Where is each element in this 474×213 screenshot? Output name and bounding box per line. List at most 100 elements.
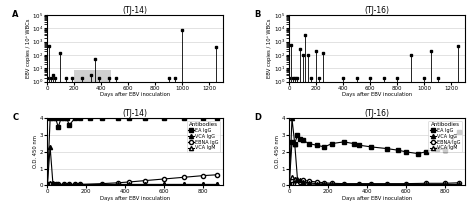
VCA IgG: [356, 183, 362, 186]
Bar: [74, 71, 111, 82]
VCA IgG: [142, 183, 147, 186]
VCA IgM: [66, 183, 72, 186]
VCA IgM: [53, 183, 58, 186]
VCA IgG: [214, 183, 219, 186]
VCA IgG: [66, 183, 72, 186]
VCA IgG: [321, 183, 327, 185]
EBNA IgG: [368, 182, 374, 185]
EBNA IgG: [66, 183, 72, 186]
EBNA IgG: [142, 179, 147, 182]
Line: EA IgG: EA IgG: [46, 116, 219, 187]
VCA IgM: [442, 183, 448, 186]
EBNA IgG: [72, 183, 78, 186]
VCA IgM: [77, 183, 83, 186]
VCA IgM: [72, 183, 78, 186]
VCA IgM: [329, 183, 335, 186]
VCA IgG: [292, 142, 298, 145]
VCA IgG: [61, 183, 67, 186]
Text: A: A: [12, 10, 19, 19]
EA IgG: [297, 137, 303, 140]
VCA IgM: [99, 183, 105, 186]
VCA IgG: [368, 183, 374, 186]
EBNA IgG: [115, 181, 120, 184]
EBNA IgG: [77, 183, 83, 186]
VCA IgG: [286, 183, 292, 186]
EA IgG: [292, 142, 298, 145]
EA IgG: [295, 134, 301, 137]
VCA IgG: [300, 181, 306, 183]
EA IgG: [351, 142, 356, 145]
VCA IgM: [356, 183, 362, 186]
VCA IgM: [341, 183, 346, 186]
Title: (TJ-14): (TJ-14): [123, 109, 147, 118]
X-axis label: Days after EBV inoculation: Days after EBV inoculation: [342, 196, 412, 201]
EA IgG: [201, 117, 206, 120]
X-axis label: Days after EBV inoculation: Days after EBV inoculation: [100, 92, 170, 97]
Line: EBNA IgG: EBNA IgG: [46, 173, 219, 187]
VCA IgG: [72, 183, 78, 186]
VCA IgM: [50, 183, 56, 185]
EBNA IgG: [306, 180, 311, 182]
EBNA IgG: [286, 183, 292, 186]
EA IgG: [115, 117, 120, 120]
Title: (TJ-16): (TJ-16): [365, 109, 389, 118]
EBNA IgG: [55, 183, 61, 186]
EBNA IgG: [403, 182, 409, 185]
Y-axis label: O.D. 450 nm: O.D. 450 nm: [33, 135, 38, 168]
VCA IgM: [297, 182, 303, 185]
VCA IgG: [442, 183, 448, 186]
EBNA IgG: [295, 182, 301, 185]
EBNA IgG: [456, 181, 462, 184]
VCA IgG: [115, 183, 120, 186]
VCA IgM: [181, 183, 187, 186]
EA IgG: [286, 183, 292, 186]
EA IgG: [368, 146, 374, 148]
Line: EA IgG: EA IgG: [287, 130, 461, 187]
VCA IgM: [368, 183, 374, 186]
EA IgG: [55, 125, 61, 128]
EA IgG: [72, 117, 78, 120]
VCA IgG: [161, 183, 167, 186]
EA IgG: [50, 117, 56, 120]
EBNA IgG: [314, 181, 319, 183]
EBNA IgG: [127, 181, 132, 183]
VCA IgG: [306, 181, 311, 184]
VCA IgG: [403, 183, 409, 186]
EBNA IgG: [423, 182, 428, 185]
EA IgG: [58, 117, 64, 120]
VCA IgG: [201, 183, 206, 186]
VCA IgG: [53, 183, 58, 185]
EA IgG: [403, 151, 409, 153]
EBNA IgG: [341, 182, 346, 185]
Line: VCA IgG: VCA IgG: [287, 116, 461, 187]
VCA IgG: [423, 183, 428, 186]
VCA IgG: [295, 177, 301, 180]
EA IgG: [314, 144, 319, 147]
X-axis label: Days after EBV inoculation: Days after EBV inoculation: [100, 196, 170, 201]
VCA IgM: [306, 183, 311, 185]
Title: (TJ-14): (TJ-14): [123, 6, 147, 15]
VCA IgG: [181, 183, 187, 186]
EA IgG: [442, 149, 448, 151]
EBNA IgG: [53, 183, 58, 186]
EA IgG: [341, 141, 346, 143]
EBNA IgG: [356, 182, 362, 185]
EBNA IgG: [384, 182, 390, 185]
EA IgG: [300, 139, 306, 141]
VCA IgM: [115, 183, 120, 186]
EA IgG: [161, 117, 167, 120]
EBNA IgG: [297, 181, 303, 183]
EBNA IgG: [321, 181, 327, 184]
VCA IgG: [50, 181, 56, 184]
Line: VCA IgG: VCA IgG: [46, 145, 219, 187]
VCA IgM: [295, 181, 301, 184]
VCA IgM: [289, 176, 295, 178]
VCA IgM: [321, 183, 327, 186]
EA IgG: [53, 117, 58, 120]
EBNA IgG: [45, 183, 50, 186]
EBNA IgG: [442, 182, 448, 185]
VCA IgM: [214, 183, 219, 186]
VCA IgM: [142, 183, 147, 186]
VCA IgM: [127, 183, 132, 186]
Y-axis label: EBV copies / 10⁶ WBCs: EBV copies / 10⁶ WBCs: [26, 19, 30, 78]
